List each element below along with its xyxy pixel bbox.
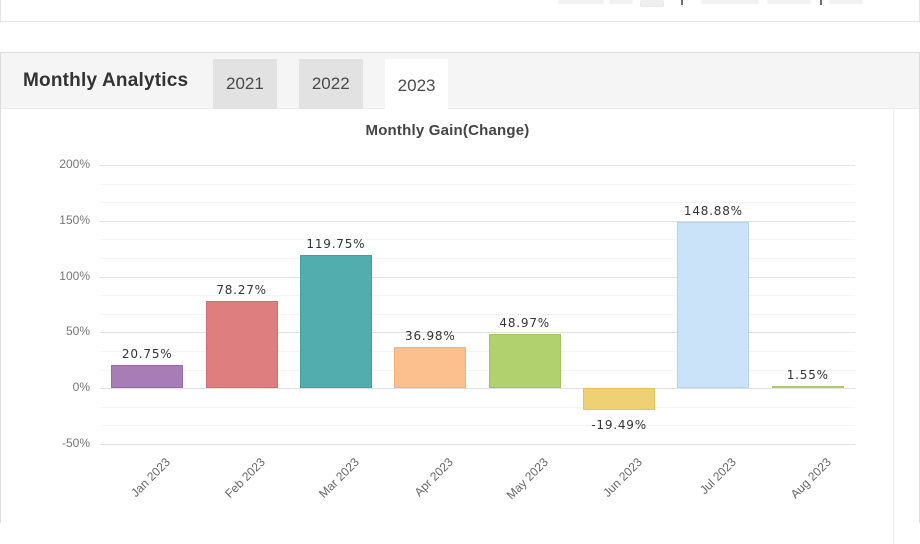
toolbar-cursor-fragment [681,0,683,5]
y-axis-tick-label: 200% [59,157,90,171]
bar-value-label: 36.98% [405,328,456,343]
toolbar-text-fragment [829,0,863,4]
x-axis-tick-label: Feb 2023 [221,455,268,501]
major-gridline [100,332,855,334]
monthly-analytics-card: Monthly Analytics 2021 2022 2023 Monthly… [0,52,920,523]
bar-jul-2023[interactable] [677,222,750,389]
toolbar-cursor-fragment [820,0,822,5]
x-axis-tick-label: Aug 2023 [787,455,834,502]
y-axis-tick-label: 50% [65,324,90,339]
major-gridline [100,220,855,222]
bar-jun-2023[interactable] [583,388,656,410]
minor-gridline [100,369,855,371]
tab-2022[interactable]: 2022 [298,59,363,109]
card-header: Monthly Analytics 2021 2022 2023 [1,53,919,113]
tab-2021[interactable]: 2021 [213,59,277,109]
y-axis-tick-label: -50% [61,436,90,450]
x-axis-tick-label: Mar 2023 [316,455,362,501]
toolbar-text-fragment [609,0,633,4]
major-gridline [100,276,855,278]
bar-value-label: 119.75% [306,236,366,251]
minor-gridline [100,258,855,259]
card-body: Monthly Gain(Change) 200% 150% 100% 50% 0% -5… [1,109,919,523]
minor-gridline [100,313,855,315]
section-title: Monthly Analytics [23,69,189,91]
bar-value-label: 78.27% [216,282,267,297]
tab-2023[interactable]: 2023 [384,59,449,113]
bar-aug-2023[interactable] [771,386,844,389]
minor-gridline [100,183,855,185]
major-gridline [100,165,855,166]
bar-feb-2023[interactable] [205,300,278,389]
minor-gridline [100,295,855,297]
minor-gridline [100,351,855,352]
chart-title: Monthly Gain(Change) [365,122,530,139]
minor-gridline [100,239,855,241]
x-axis-tick-label: Jul 2023 [697,455,740,497]
y-axis-tick-label: 0% [72,380,90,395]
bar-value-label: 48.97% [499,315,550,330]
minor-gridline [100,202,855,204]
right-divider [893,108,894,544]
bar-value-label: 20.75% [121,347,173,361]
bar-value-label: 1.55% [786,368,829,383]
x-axis-tick-label: Jun 2023 [600,455,645,500]
y-axis-tick-label: 150% [59,212,90,227]
toolbar-text-fragment [767,0,811,4]
x-axis-tick-label: Apr 2023 [411,455,457,500]
bar-may-2023[interactable] [488,333,561,389]
toolbar-text-fragment [701,0,759,4]
toolbar-checkbox-fragment [640,0,664,7]
bar-apr-2023[interactable] [394,346,467,389]
bar-value-label: -19.49% [591,418,647,432]
toolbar-text-fragment [558,0,604,4]
x-axis-tick-label: Jan 2023 [128,455,174,500]
bar-chart: 200% 150% 100% 50% 0% -50% 20.75% Jan 2023 78.27… [59,157,855,502]
minor-gridline [100,425,855,427]
bar-value-label: 148.88% [683,204,743,218]
bar-mar-2023[interactable] [299,254,372,389]
year-tabs: 2021 2022 2023 [213,59,449,113]
x-axis-tick-label: May 2023 [503,455,551,503]
cropped-toolbar [0,0,920,22]
bar-jan-2023[interactable] [111,365,184,389]
y-axis-tick-label: 100% [59,268,90,283]
major-gridline [100,444,855,445]
major-gridline [100,388,855,390]
minor-gridline [100,406,855,408]
